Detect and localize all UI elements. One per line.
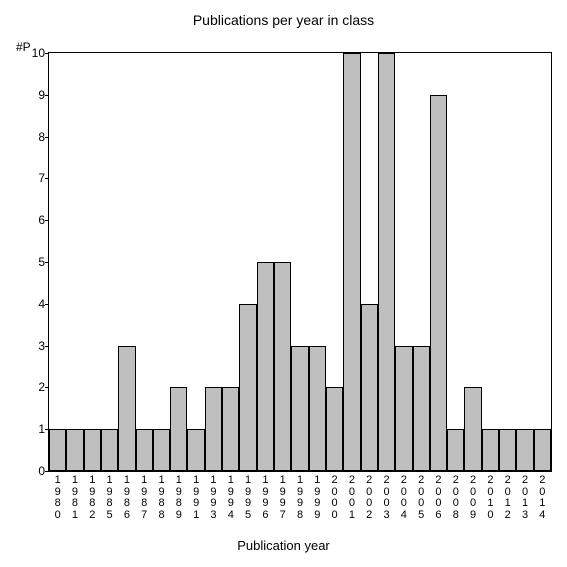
bar — [153, 429, 170, 471]
bar — [291, 346, 308, 471]
xtick-label: 2004 — [399, 475, 409, 521]
ytick-mark — [45, 95, 49, 96]
bar — [395, 346, 412, 471]
xtick-label: 1994 — [226, 475, 236, 521]
bar — [361, 304, 378, 471]
bar — [136, 429, 153, 471]
bar — [84, 429, 101, 471]
xtick-label: 2012 — [503, 475, 513, 521]
xtick-label: 2006 — [433, 475, 443, 521]
bar — [170, 387, 187, 471]
xtick-label: 2010 — [485, 475, 495, 521]
bar — [257, 262, 274, 471]
bar — [482, 429, 499, 471]
xtick-label: 1996 — [260, 475, 270, 521]
ytick-mark — [45, 137, 49, 138]
bar — [343, 53, 360, 471]
plot-area: 012345678910 198019811982198519861987198… — [48, 52, 552, 472]
ytick-mark — [45, 346, 49, 347]
xtick-label: 1989 — [174, 475, 184, 521]
bar — [534, 429, 551, 471]
bar — [447, 429, 464, 471]
xtick-label: 1987 — [139, 475, 149, 521]
bar — [413, 346, 430, 471]
bar — [378, 53, 395, 471]
xtick-label: 1986 — [122, 475, 132, 521]
bar — [222, 387, 239, 471]
xtick-label: 2003 — [382, 475, 392, 521]
xtick-label: 2000 — [330, 475, 340, 521]
ytick-mark — [45, 178, 49, 179]
xtick-label: 1980 — [53, 475, 63, 521]
bar — [101, 429, 118, 471]
xtick-label: 2001 — [347, 475, 357, 521]
ytick-mark — [45, 304, 49, 305]
ytick-mark — [45, 53, 49, 54]
y-axis-label: #P — [16, 40, 31, 54]
x-axis-label: Publication year — [0, 538, 567, 553]
xtick-label: 1999 — [312, 475, 322, 521]
bar — [309, 346, 326, 471]
xtick-label: 1985 — [105, 475, 115, 521]
xtick-label: 2009 — [468, 475, 478, 521]
ytick-mark — [45, 220, 49, 221]
xtick-label: 2002 — [364, 475, 374, 521]
bar — [239, 304, 256, 471]
bar — [274, 262, 291, 471]
bar — [205, 387, 222, 471]
xtick-label: 1988 — [157, 475, 167, 521]
bar — [326, 387, 343, 471]
bar — [118, 346, 135, 471]
bar — [430, 95, 447, 471]
ytick-mark — [45, 471, 49, 472]
ytick-mark — [45, 262, 49, 263]
chart-title: Publications per year in class — [0, 12, 567, 28]
xtick-label: 1998 — [295, 475, 305, 521]
bars-layer — [49, 53, 551, 471]
chart-container: Publications per year in class #P 012345… — [0, 0, 567, 567]
xtick-label: 1997 — [278, 475, 288, 521]
xtick-label: 2014 — [537, 475, 547, 521]
xtick-label: 1991 — [191, 475, 201, 521]
bar — [187, 429, 204, 471]
bar — [516, 429, 533, 471]
bar — [66, 429, 83, 471]
bar — [464, 387, 481, 471]
xtick-label: 1982 — [87, 475, 97, 521]
ytick-mark — [45, 387, 49, 388]
bar — [499, 429, 516, 471]
xtick-label: 2013 — [520, 475, 530, 521]
ytick-mark — [45, 429, 49, 430]
xtick-label: 1995 — [243, 475, 253, 521]
xtick-label: 2008 — [451, 475, 461, 521]
xtick-label: 2005 — [416, 475, 426, 521]
bar — [49, 429, 66, 471]
xtick-label: 1993 — [208, 475, 218, 521]
xtick-label: 1981 — [70, 475, 80, 521]
